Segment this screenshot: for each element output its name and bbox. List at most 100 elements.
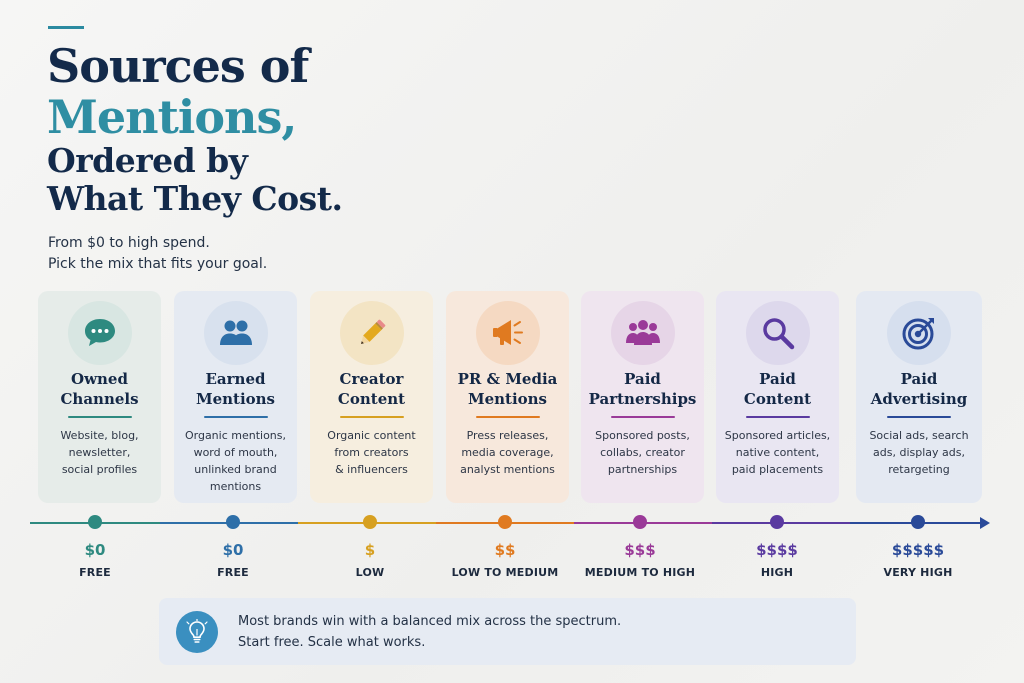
timeline-dot: [363, 515, 377, 529]
callout-line-2: Start free. Scale what works.: [238, 635, 426, 650]
card-desc-line-2: word of mouth,: [193, 446, 278, 459]
card-desc-line-1: Organic content: [327, 429, 416, 442]
card-underline: [67, 416, 132, 418]
card-title-line-2: Partnerships: [588, 390, 697, 408]
icon-circle: [610, 301, 675, 365]
target-icon: [902, 318, 934, 350]
card-desc-line-2: native content,: [735, 446, 820, 459]
card-title: Owned Channels: [38, 369, 161, 409]
card-description: Website, blog, newsletter, social profil…: [44, 427, 155, 478]
card-pr-media-mentions: PR & Media Mentions Press releases, medi…: [446, 291, 569, 503]
card-underline: [610, 416, 675, 418]
card-paid-advertising: Paid Advertising Social ads, search ads,…: [856, 291, 982, 503]
card-desc-line-1: Organic mentions,: [184, 429, 287, 442]
card-description: Organic content from creators & influenc…: [316, 427, 427, 478]
card-title-line-2: Channels: [60, 390, 139, 408]
card-desc-line-2: ads, display ads,: [873, 446, 965, 459]
callout-line-1: Most brands win with a balanced mix acro…: [238, 614, 622, 629]
card-underline: [339, 416, 404, 418]
tier-label: FREE: [79, 566, 111, 579]
card-desc-line-3: partnerships: [607, 463, 678, 476]
timeline-dot: [911, 515, 925, 529]
card-paid-partnerships: Paid Partnerships Sponsored posts, colla…: [581, 291, 704, 503]
card-paid-content: Paid Content Sponsored articles, native …: [716, 291, 839, 503]
card-title-line-1: Owned: [71, 370, 128, 388]
card-desc-line-1: Press releases,: [466, 429, 549, 442]
tier-label: LOW: [355, 566, 385, 579]
card-title-line-2: Mentions: [467, 390, 548, 408]
page-title: Sources of Mentions, Ordered by What The…: [47, 39, 343, 218]
price-label: $$$$: [756, 541, 798, 559]
icon-circle: [475, 301, 540, 365]
timeline-dot: [226, 515, 240, 529]
subtitle: From $0 to high spend. Pick the mix that…: [48, 233, 267, 275]
tier-label: MEDIUM TO HIGH: [584, 566, 696, 579]
price-label: $$$: [624, 541, 656, 559]
card-desc-line-3: social profiles: [61, 463, 138, 476]
tier-label: FREE: [217, 566, 249, 579]
timeline-dot: [633, 515, 647, 529]
card-desc-line-3: & influencers: [335, 463, 408, 476]
card-underline: [203, 416, 268, 418]
tip-callout: Most brands win with a balanced mix acro…: [159, 598, 856, 665]
card-title-line-1: Paid: [900, 370, 938, 388]
card-desc-line-3: unlinked brand: [194, 463, 277, 476]
arrow-right-icon: [980, 517, 990, 529]
accent-bar: [48, 26, 84, 29]
cards-row: Owned Channels Website, blog, newsletter…: [38, 291, 982, 503]
card-desc-line-1: Website, blog,: [60, 429, 139, 442]
icon-circle: [203, 301, 268, 365]
tier-label: HIGH: [760, 566, 794, 579]
card-desc-line-3: retargeting: [888, 463, 950, 476]
card-creator-content: Creator Content Organic content from cre…: [310, 291, 433, 503]
card-desc-line-1: Social ads, search: [869, 429, 969, 442]
card-title-line-2: Content: [743, 390, 812, 408]
card-underline: [887, 416, 951, 418]
price-label: $$: [494, 541, 516, 559]
card-desc-line-2: media coverage,: [461, 446, 554, 459]
card-underline: [475, 416, 540, 418]
lightbulb-icon-circle: [176, 611, 218, 653]
card-earned-mentions: Earned Mentions Organic mentions, word o…: [174, 291, 297, 503]
card-title-line-2: Mentions: [195, 390, 276, 408]
tier-label: LOW TO MEDIUM: [451, 566, 559, 579]
card-title-line-2: Content: [337, 390, 406, 408]
subtitle-line-1: From $0 to high spend.: [48, 235, 210, 251]
card-desc-line-1: Sponsored posts,: [595, 429, 690, 442]
card-description: Sponsored posts, collabs, creator partne…: [587, 427, 698, 478]
card-desc-line-4: mentions: [209, 480, 262, 493]
card-desc-line-1: Sponsored articles,: [724, 429, 831, 442]
card-desc-line-2: collabs, creator: [600, 446, 685, 459]
card-description: Organic mentions, word of mouth, unlinke…: [180, 427, 291, 495]
card-desc-line-3: analyst mentions: [460, 463, 555, 476]
title-line-3: Ordered by: [47, 141, 248, 180]
card-title: PR & Media Mentions: [446, 369, 569, 409]
price-label: $0: [84, 541, 106, 559]
price-label: $0: [222, 541, 244, 559]
card-desc-line-2: newsletter,: [68, 446, 131, 459]
group-icon: [625, 320, 660, 345]
icon-circle: [745, 301, 810, 365]
card-title: Creator Content: [310, 369, 433, 409]
card-description: Sponsored articles, native content, paid…: [722, 427, 833, 478]
pencil-icon: [360, 319, 385, 344]
card-owned-channels: Owned Channels Website, blog, newsletter…: [38, 291, 161, 503]
card-title-line-1: Paid: [759, 370, 796, 388]
card-title-line-1: Paid: [624, 370, 661, 388]
card-title: Paid Partnerships: [581, 369, 704, 409]
price-label: $: [364, 541, 376, 559]
card-title: Earned Mentions: [174, 369, 297, 409]
magnifier-icon: [762, 318, 794, 350]
title-line-1: Sources of: [47, 39, 309, 93]
card-title: Paid Content: [716, 369, 839, 409]
card-description: Press releases, media coverage, analyst …: [452, 427, 563, 478]
timeline-dot: [498, 515, 512, 529]
subtitle-line-2: Pick the mix that fits your goal.: [48, 256, 268, 272]
lightbulb-icon: [186, 619, 208, 643]
people-icon: [219, 320, 252, 345]
card-desc-line-2: from creators: [334, 446, 409, 459]
icon-circle: [339, 301, 404, 365]
tier-label: VERY HIGH: [883, 566, 953, 579]
card-description: Social ads, search ads, display ads, ret…: [862, 427, 976, 478]
icon-circle: [67, 301, 132, 365]
